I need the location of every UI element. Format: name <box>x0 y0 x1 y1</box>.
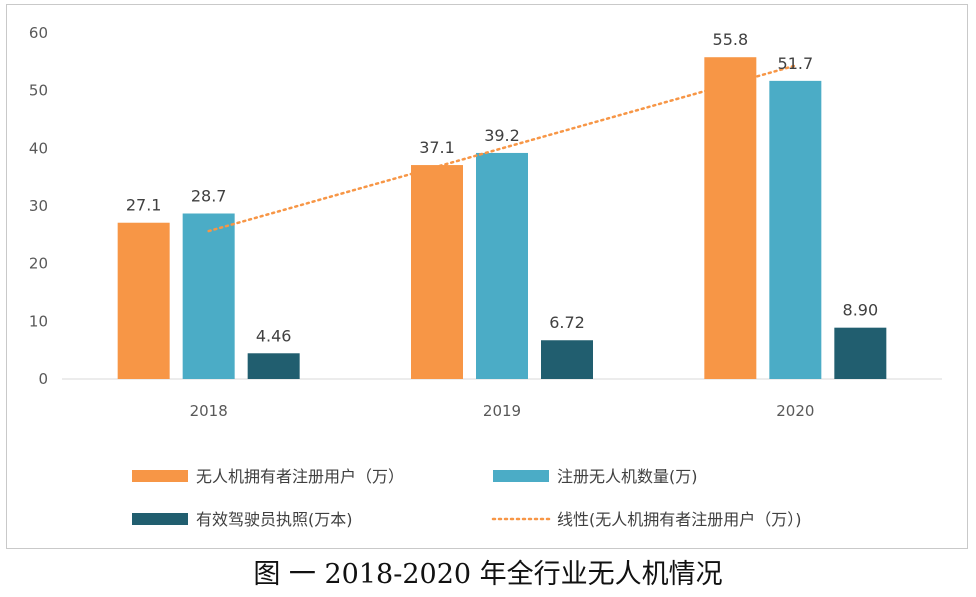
axis-layer: 0 10 20 30 40 50 60 2018 2019 2020 <box>29 24 942 420</box>
bar <box>247 353 300 379</box>
legend-label: 有效驾驶员执照(万本) <box>196 510 353 529</box>
bar <box>834 327 887 379</box>
data-label: 37.1 <box>419 138 455 157</box>
legend-swatch <box>132 513 188 525</box>
data-label: 39.2 <box>484 126 520 145</box>
legend: 无人机拥有者注册用户（万） 注册无人机数量(万) 有效驾驶员执照(万本) 线性(无人机… <box>132 467 802 529</box>
y-tick-label: 30 <box>29 197 48 215</box>
legend-swatch <box>132 470 188 482</box>
bar <box>541 340 593 379</box>
legend-swatch <box>493 470 549 482</box>
bar <box>704 57 757 379</box>
bar <box>476 152 528 379</box>
y-tick-label: 10 <box>29 312 48 330</box>
data-label: 6.72 <box>549 313 585 332</box>
data-label: 55.8 <box>713 30 749 49</box>
bar <box>411 165 463 379</box>
y-tick-label: 40 <box>29 139 48 157</box>
data-labels-layer: 27.1 28.7 4.46 37.1 39.2 6.72 55.8 51.7 8.90 <box>126 30 878 345</box>
data-label: 27.1 <box>126 196 162 215</box>
bar <box>182 213 235 379</box>
y-tick-label: 60 <box>29 24 48 42</box>
x-tick-label: 2019 <box>483 402 521 420</box>
x-tick-label: 2018 <box>190 402 228 420</box>
legend-label: 注册无人机数量(万) <box>557 467 698 486</box>
data-label: 4.46 <box>256 326 292 345</box>
legend-label: 线性(无人机拥有者注册用户（万）) <box>557 510 802 529</box>
y-tick-label: 0 <box>38 370 48 388</box>
bars-layer <box>117 57 887 379</box>
x-tick-label: 2020 <box>776 402 814 420</box>
trendline-layer <box>207 64 797 233</box>
y-tick-label: 20 <box>29 255 48 273</box>
trendline <box>207 64 797 233</box>
data-label: 8.90 <box>843 301 879 320</box>
figure-caption: 图 一 2018-2020 年全行业无人机情况 <box>253 559 723 590</box>
bar <box>117 222 170 379</box>
data-label: 28.7 <box>191 186 227 205</box>
data-label: 51.7 <box>778 54 814 73</box>
y-tick-label: 50 <box>29 82 48 100</box>
bar <box>769 80 822 379</box>
legend-label: 无人机拥有者注册用户（万） <box>196 467 404 486</box>
